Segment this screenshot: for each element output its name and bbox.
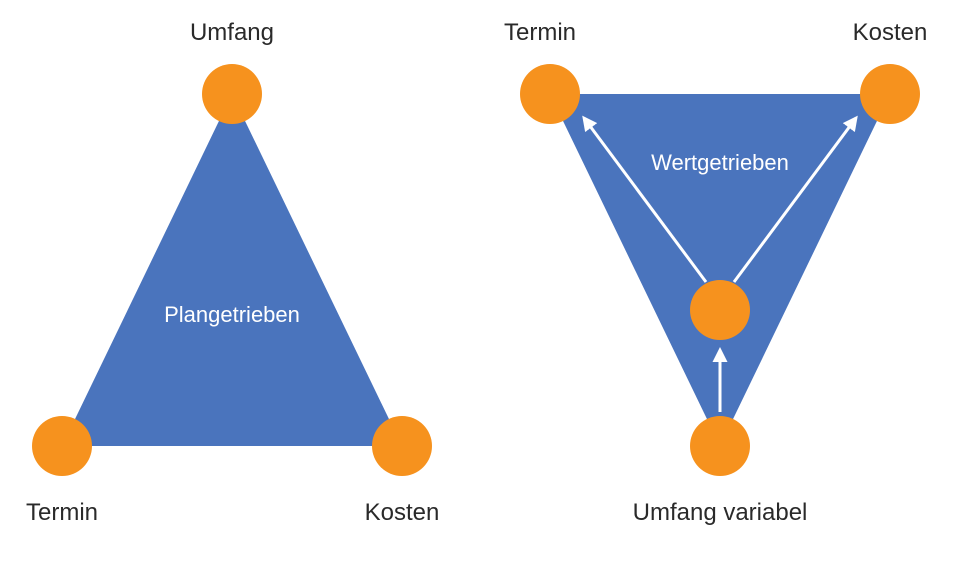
- left-triangle-vertex-termin-label: Termin: [26, 499, 98, 526]
- left-triangle-vertex-umfang-circle: [202, 64, 262, 124]
- right-triangle-vertex-kosten-circle: [860, 64, 920, 124]
- left-triangle-vertex-kosten-label: Kosten: [365, 499, 440, 526]
- left-triangle-vertex-kosten-circle: [372, 416, 432, 476]
- right-triangle-vertex-umfang_variabel-circle: [690, 416, 750, 476]
- right-triangle-vertex-kosten-label: Kosten: [853, 19, 928, 46]
- right-triangle-vertex-umfang_variabel-label: Umfang variabel: [633, 499, 808, 526]
- right-triangle-vertex-termin-label: Termin: [504, 19, 576, 46]
- right-triangle-vertex-termin-circle: [520, 64, 580, 124]
- left-triangle-vertex-termin-circle: [32, 416, 92, 476]
- left-triangle: Plangetrieben Umfang Termin Kosten: [26, 19, 439, 526]
- right-triangle: Wertgetrieben Termin Kosten Umfang variabel: [504, 19, 927, 526]
- left-triangle-center-label: Plangetrieben: [164, 302, 300, 327]
- left-triangle-triangle: [62, 94, 402, 446]
- right-triangle-center-label: Wertgetrieben: [651, 150, 789, 175]
- right-triangle-inner-circle: [690, 280, 750, 340]
- left-triangle-vertex-umfang-label: Umfang: [190, 19, 274, 46]
